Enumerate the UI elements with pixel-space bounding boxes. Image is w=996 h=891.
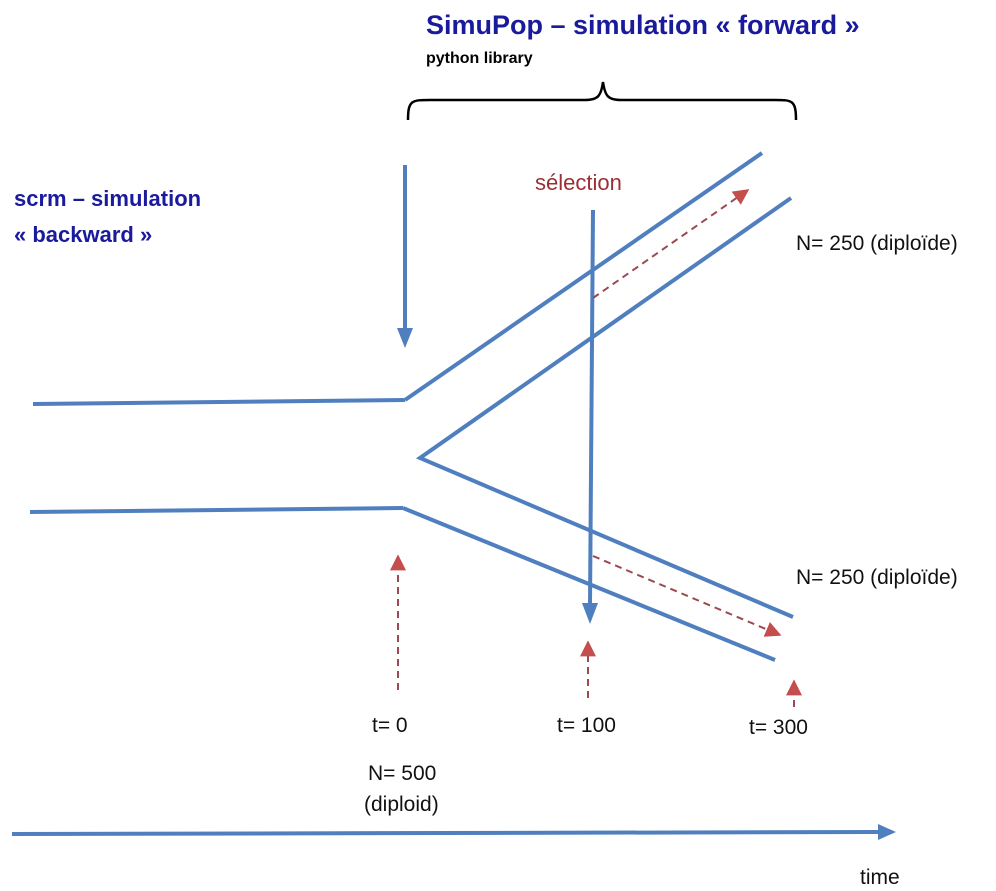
time-label-t0: t= 0 bbox=[372, 714, 408, 737]
selection-arrow bbox=[588, 209, 595, 606]
ancestral-upper-line bbox=[32, 398, 406, 406]
forward-brace bbox=[406, 81, 798, 121]
selection-arrowhead bbox=[582, 603, 598, 624]
ancestral-lower-line bbox=[29, 506, 404, 514]
backward-title-line2: « backward » bbox=[14, 222, 153, 247]
time-axis-arrowhead bbox=[878, 824, 896, 840]
backward-title-line1: scrm – simulation bbox=[14, 186, 202, 211]
time-label-t300: t= 300 bbox=[749, 716, 808, 739]
selection-label: sélection bbox=[535, 170, 622, 195]
lower-population-dashed-arrow bbox=[592, 555, 782, 637]
inner-split-line bbox=[415, 196, 794, 619]
time-axis bbox=[11, 830, 881, 836]
ancestral-size-label: N= 500 bbox=[368, 762, 437, 785]
upper-branch-outer-line bbox=[403, 151, 764, 402]
upper-population-label: N= 250 (diploïde) bbox=[796, 232, 958, 255]
start-forward-arrowhead bbox=[397, 328, 413, 348]
ancestral-ploidy-label: (diploid) bbox=[364, 793, 439, 816]
time-label-t100: t= 100 bbox=[557, 714, 616, 737]
forward-subtitle: python library bbox=[426, 50, 533, 67]
lower-population-label: N= 250 (diploïde) bbox=[796, 566, 958, 589]
upper-population-dashed-arrow bbox=[592, 189, 750, 299]
forward-title: SimuPop – simulation « forward » bbox=[426, 10, 860, 40]
time-axis-label: time bbox=[860, 866, 900, 889]
